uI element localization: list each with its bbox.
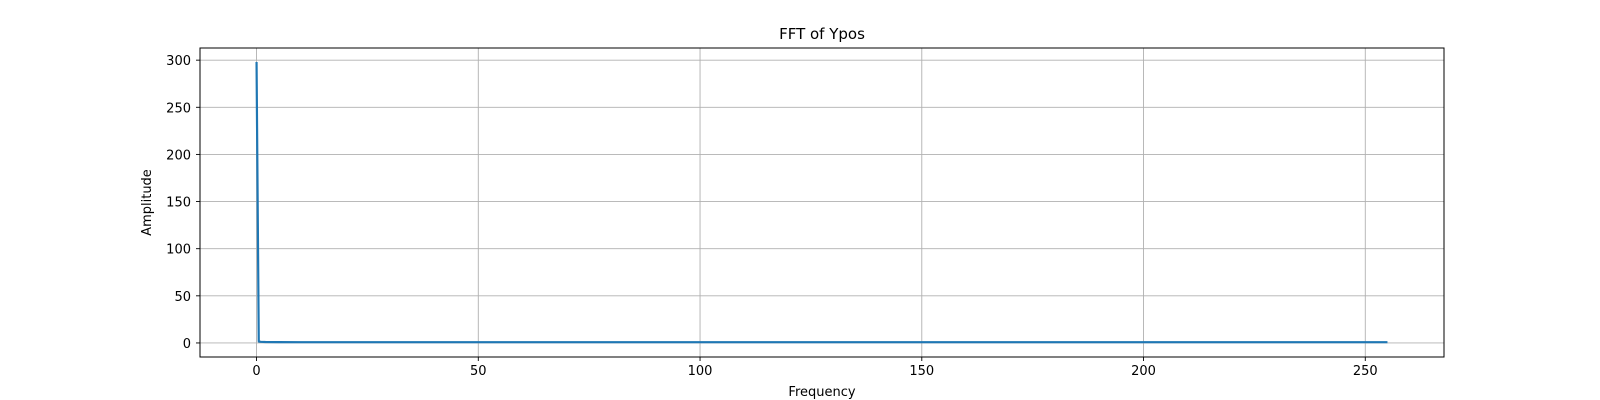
fft-series-line (255, 62, 1388, 344)
y-tick-label: 100 (166, 243, 191, 258)
series-layer (255, 62, 1388, 344)
y-tick-label: 0 (183, 337, 191, 352)
y-tick-label: 200 (166, 148, 191, 163)
x-tick-label: 250 (1353, 364, 1378, 379)
x-tick-label: 0 (252, 364, 260, 379)
chart-title: FFT of Ypos (779, 25, 865, 43)
y-tick-label: 250 (166, 101, 191, 116)
x-tick-label: 100 (688, 364, 713, 379)
y-axis-label: Amplitude (140, 169, 155, 236)
x-tick-label: 150 (909, 364, 934, 379)
ticks: 0 50 100 150 200 250 0 50 100 150 200 250 300 (166, 54, 1378, 379)
y-tick-label: 300 (166, 54, 191, 69)
grid (200, 48, 1444, 357)
y-tick-label: 150 (166, 196, 191, 211)
x-tick-label: 200 (1131, 364, 1156, 379)
x-axis-label: Frequency (788, 385, 855, 400)
plot-frame (199, 47, 1445, 358)
y-tick-label: 50 (174, 290, 191, 305)
x-tick-label: 50 (470, 364, 487, 379)
